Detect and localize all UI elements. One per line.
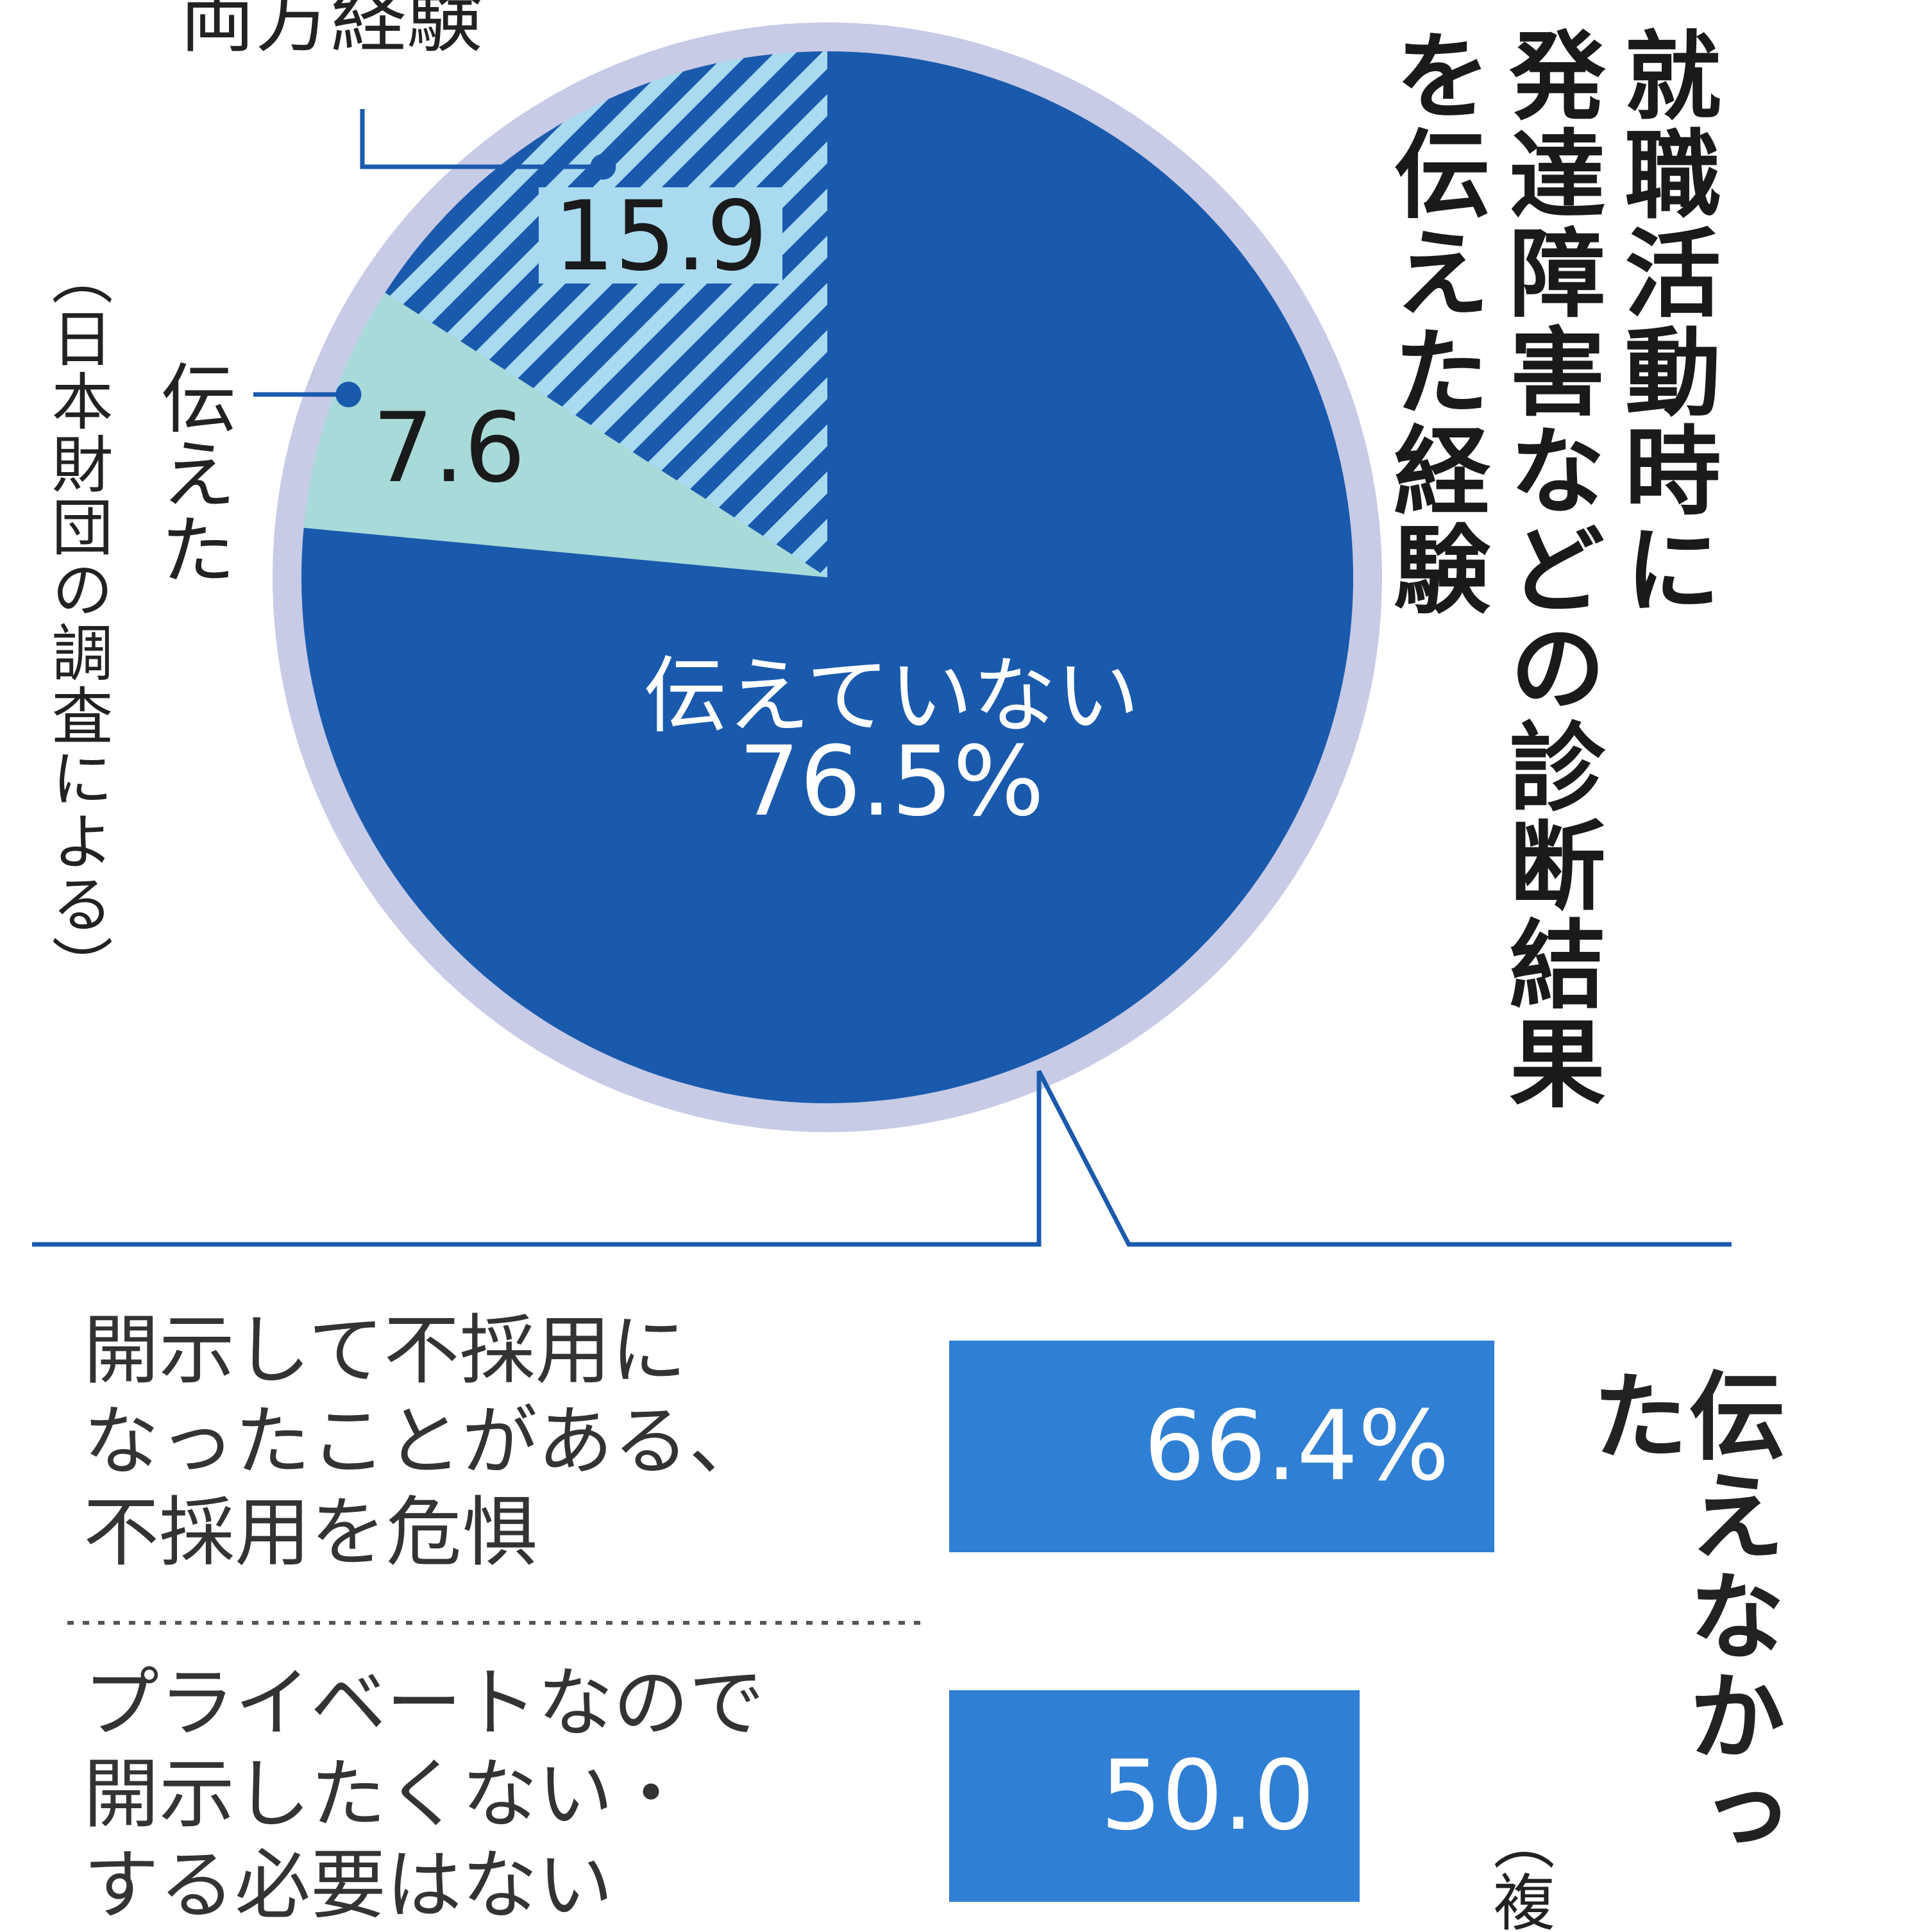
bar-value-1: 50.0 <box>1101 1740 1315 1852</box>
bar-0 <box>949 1341 1494 1552</box>
slice-value-0: 76.5% <box>739 726 1045 838</box>
bar-category-1-line-2: する必要はない <box>83 1841 614 1929</box>
bar-section-note: （複 <box>1483 1809 1555 1932</box>
pie-slice-1 <box>303 292 828 577</box>
slice-value-2: 15.9 <box>553 181 768 292</box>
slice-label-told: 伝えた <box>148 359 236 586</box>
chart-title-line-1: 就職活動時に <box>1608 26 1720 618</box>
leader-line-both <box>360 109 603 169</box>
bar-category-0-line-1: なったことがある、 <box>83 1397 765 1486</box>
slice-value-1: 7.6 <box>373 393 526 504</box>
bar-category-1-line-0: プライベートなので <box>83 1659 765 1747</box>
bar-1 <box>949 1690 1360 1902</box>
bar-category-0-line-0: 開示して不採用に <box>83 1306 687 1394</box>
bar-category-1-line-1: 開示したくない・ <box>83 1750 689 1838</box>
pie-slice-2 <box>385 51 827 577</box>
bar-category-0-line-2: 不採用を危惧 <box>83 1488 538 1577</box>
slice-value-bg-both <box>539 187 782 284</box>
source-note: （日本財団の調査による） <box>41 244 113 998</box>
leader-dot-told <box>335 382 362 407</box>
leader-dot-both <box>590 154 616 180</box>
bar-section-title: 伝えなかった <box>1576 1366 1784 1867</box>
slice-name-not-told: 伝えていない <box>643 647 1140 745</box>
chart-title-line-3: を伝えた経験 <box>1378 26 1489 618</box>
slice-label-both: 両方経験 <box>180 0 483 63</box>
bar-value-0: 66.4% <box>1143 1391 1449 1502</box>
chart-title-line-2: 発達障害などの診断結果 <box>1493 26 1605 1112</box>
callout-divider-line <box>32 1070 1732 1247</box>
